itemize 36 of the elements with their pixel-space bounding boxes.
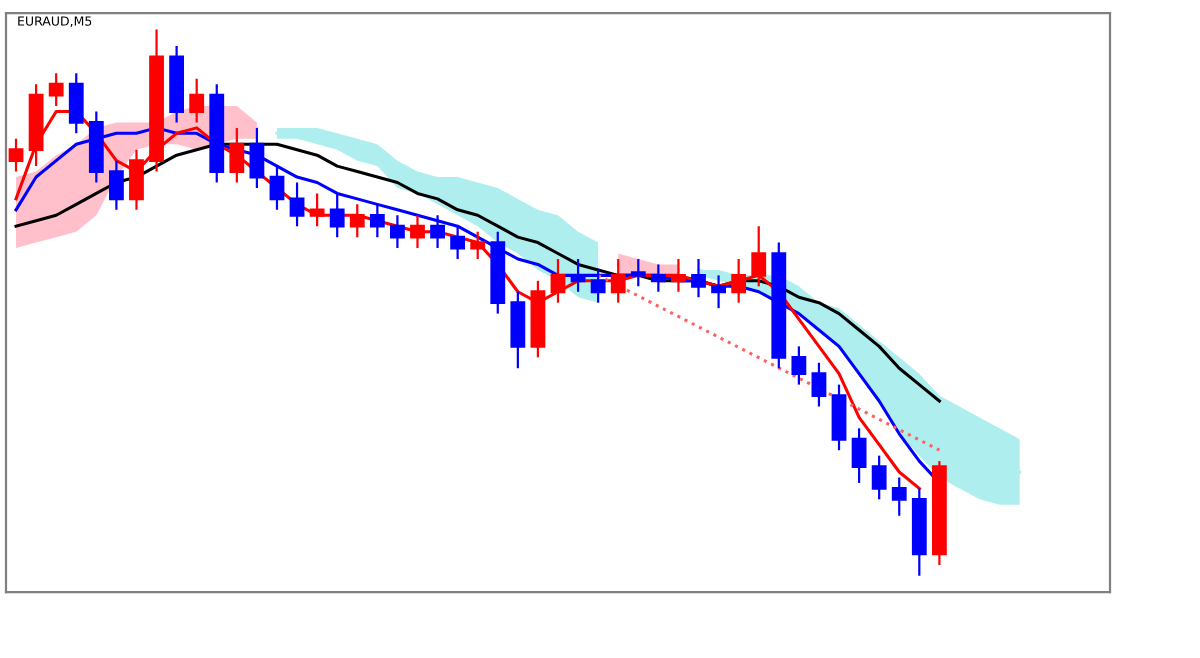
candlestick	[129, 148, 144, 211]
candlestick	[430, 214, 445, 250]
candlestick	[590, 268, 606, 304]
candlestick	[229, 126, 245, 184]
candlestick	[450, 225, 466, 261]
candlestick	[751, 225, 767, 288]
candlestick	[309, 192, 325, 228]
candlestick	[108, 159, 124, 211]
candlestick	[349, 203, 365, 239]
candlestick	[831, 383, 847, 452]
candlestick	[550, 257, 566, 304]
candlestick	[269, 165, 285, 211]
candlestick	[510, 290, 526, 370]
candlestick	[68, 72, 84, 135]
candlestick	[289, 181, 305, 228]
candlestick	[369, 203, 385, 239]
candlestick	[48, 72, 64, 108]
candlestick	[851, 427, 867, 485]
candlestick	[691, 257, 706, 299]
candlestick	[630, 257, 646, 288]
candlestick	[650, 263, 666, 293]
candlestick	[711, 274, 726, 310]
candlestick	[671, 257, 686, 293]
candlestick	[791, 345, 807, 386]
candlestick	[891, 476, 907, 517]
candlestick	[8, 137, 24, 173]
candlestick	[811, 361, 827, 408]
candlestick	[329, 192, 345, 239]
candlestick	[570, 257, 586, 293]
candlestick	[610, 257, 626, 304]
candlestick	[731, 257, 747, 304]
candlestick	[390, 214, 405, 250]
candlestick	[871, 454, 887, 501]
candlestick	[189, 77, 205, 124]
candlestick	[470, 230, 486, 261]
candlestick	[410, 214, 425, 250]
